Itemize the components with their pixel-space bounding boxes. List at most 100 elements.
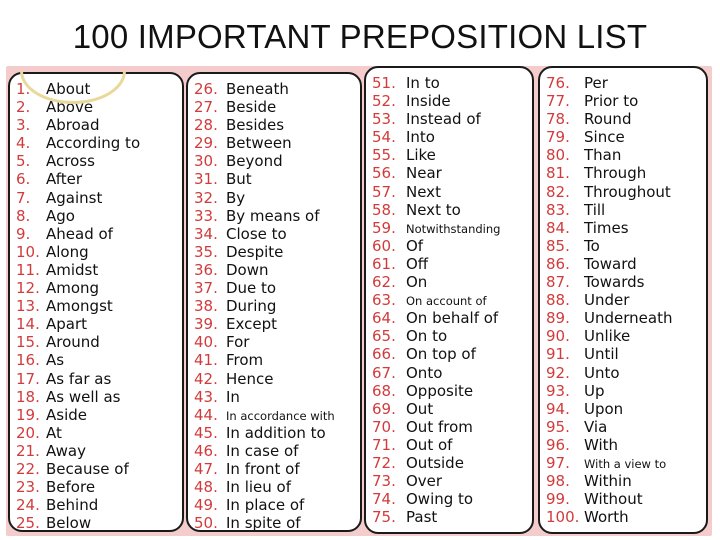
list-item: 69. Out (366, 400, 532, 418)
preposition-word: Upon (584, 399, 624, 418)
preposition-word: Over (406, 472, 443, 491)
list-item: 35. Despite (188, 243, 360, 261)
preposition-word: Amidst (46, 260, 99, 279)
list-item: 21. Away (10, 442, 182, 460)
preposition-word: Because of (46, 459, 129, 478)
item-number: 26. (194, 80, 218, 98)
item-number: 67. (372, 363, 396, 382)
item-number: 93. (546, 381, 570, 400)
item-number: 91. (546, 345, 570, 364)
item-number: 73. (372, 472, 396, 491)
list-item: 22. Because of (10, 460, 182, 478)
item-number: 47. (194, 459, 218, 478)
list-item: 20. At (10, 424, 182, 442)
preposition-word: Without (584, 490, 643, 509)
item-number: 7. (16, 188, 31, 207)
preposition-column-1: 1. About 2. Above 3. Abroad 4. According to 5. Ac… (8, 72, 184, 532)
preposition-word: Against (46, 188, 103, 207)
list-item: 67. Onto (366, 364, 532, 382)
item-number: 69. (372, 399, 396, 418)
item-number: 92. (546, 363, 570, 382)
list-item: 44. In accordance with (188, 406, 360, 424)
preposition-word: Throughout (584, 182, 671, 201)
preposition-word: For (226, 333, 250, 352)
list-item: 56. Near (366, 164, 532, 182)
item-number: 28. (194, 116, 218, 135)
list-item: 49. In place of (188, 496, 360, 514)
item-number: 10. (16, 242, 40, 261)
list-item: 65. On to (366, 327, 532, 345)
item-number: 63. (372, 291, 396, 310)
item-number: 94. (546, 399, 570, 418)
list-item: 29. Between (188, 134, 360, 152)
item-number: 9. (16, 224, 31, 243)
preposition-word: On account of (406, 294, 487, 309)
preposition-word: Near (406, 164, 442, 183)
preposition-word: In (226, 387, 240, 406)
item-number: 59. (372, 218, 396, 237)
preposition-word: Until (584, 345, 619, 364)
preposition-word: Behind (46, 496, 99, 515)
list-item: 59. Notwithstanding (366, 219, 532, 237)
preposition-word: Per (584, 74, 608, 92)
item-number: 51. (372, 74, 396, 92)
item-number: 14. (16, 315, 40, 334)
item-number: 42. (194, 369, 218, 388)
list-item: 48. In lieu of (188, 478, 360, 496)
preposition-word: In accordance with (226, 408, 335, 423)
preposition-word: Beside (226, 98, 277, 117)
preposition-word: Hence (226, 369, 274, 388)
list-item: 3. Abroad (10, 116, 182, 134)
item-number: 27. (194, 98, 218, 117)
item-number: 13. (16, 297, 40, 316)
item-number: 20. (16, 423, 40, 442)
preposition-word: Unlike (584, 327, 631, 346)
list-item: 74. Owing to (366, 490, 532, 508)
preposition-word: During (226, 297, 277, 316)
item-number: 44. (194, 405, 218, 424)
list-item: 50. In spite of (188, 514, 360, 532)
item-number: 41. (194, 351, 218, 370)
item-number: 100. (546, 508, 580, 527)
preposition-word: Prior to (584, 92, 639, 111)
preposition-word: After (46, 170, 83, 189)
list-item: 24. Behind (10, 496, 182, 514)
list-item: 46. In case of (188, 442, 360, 460)
list-item: 64. On behalf of (366, 309, 532, 327)
item-number: 25. (16, 514, 40, 533)
list-item: 33. By means of (188, 207, 360, 225)
item-number: 8. (16, 206, 31, 225)
preposition-word: Out (406, 399, 434, 418)
list-item: 9. Ahead of (10, 225, 182, 243)
item-number: 58. (372, 200, 396, 219)
list-item: 10. Along (10, 243, 182, 261)
list-item: 82. Throughout (540, 183, 706, 201)
preposition-word: Since (584, 128, 625, 147)
preposition-word: Out from (406, 417, 473, 436)
list-item: 13. Amongst (10, 297, 182, 315)
preposition-word: In place of (226, 496, 305, 515)
preposition-word: Past (406, 508, 438, 527)
item-number: 18. (16, 387, 40, 406)
list-item: 16. As (10, 351, 182, 369)
list-item: 34. Close to (188, 225, 360, 243)
list-item: 85. To (540, 237, 706, 255)
preposition-word: With (584, 435, 619, 454)
item-number: 75. (372, 508, 396, 527)
preposition-word: Except (226, 315, 277, 334)
preposition-word: Instead of (406, 110, 481, 129)
item-number: 96. (546, 435, 570, 454)
list-item: 72. Outside (366, 454, 532, 472)
item-number: 3. (16, 116, 31, 135)
preposition-word: By (226, 188, 246, 207)
list-item: 87. Towards (540, 273, 706, 291)
list-item: 27. Beside (188, 98, 360, 116)
item-number: 54. (372, 128, 396, 147)
preposition-word: Off (406, 254, 429, 273)
list-item: 81. Through (540, 164, 706, 182)
item-number: 52. (372, 92, 396, 111)
list-item: 88. Under (540, 291, 706, 309)
list-item: 79. Since (540, 128, 706, 146)
preposition-word: Away (46, 441, 86, 460)
item-number: 17. (16, 369, 40, 388)
